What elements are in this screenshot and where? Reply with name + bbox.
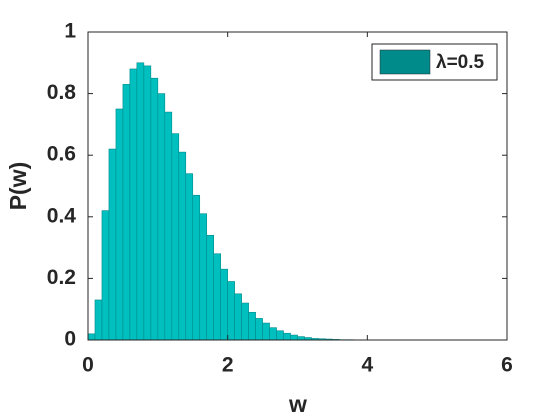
y-tick-label: 0.6 — [47, 143, 76, 166]
bar — [94, 299, 103, 341]
y-axis-label: P(w) — [5, 162, 31, 211]
bar — [269, 327, 277, 341]
x-tick-label: 4 — [361, 354, 373, 377]
bar — [192, 194, 201, 341]
bar — [122, 84, 131, 341]
bar — [227, 281, 235, 341]
y-tick-label: 0.2 — [47, 266, 76, 289]
bar — [290, 334, 298, 341]
x-tick-label: 2 — [222, 354, 234, 377]
legend-swatch — [379, 49, 431, 75]
y-tick-label: 1 — [64, 20, 76, 43]
bar — [185, 173, 194, 341]
bar — [157, 93, 166, 341]
bar — [87, 333, 96, 341]
bar — [164, 111, 173, 341]
bar — [276, 330, 284, 341]
bar — [136, 62, 145, 341]
y-tick-label: 0 — [64, 328, 76, 351]
axes-box — [87, 31, 508, 341]
bar — [297, 336, 305, 341]
bar — [129, 68, 138, 341]
y-tick-label: 0.8 — [47, 81, 77, 104]
y-tick-label: 0.4 — [47, 204, 77, 227]
x-tick-label: 6 — [501, 354, 513, 377]
bar — [241, 302, 249, 341]
bar — [115, 108, 124, 341]
bar — [234, 293, 242, 341]
bar — [248, 311, 256, 341]
x-axis-label: w — [288, 391, 307, 417]
bar — [143, 65, 152, 341]
legend-label: λ=0.5 — [436, 52, 485, 73]
bar — [283, 332, 291, 341]
bar — [108, 148, 117, 341]
bar — [171, 133, 180, 341]
bar — [206, 234, 214, 341]
bar — [199, 213, 208, 341]
bar — [213, 253, 221, 341]
bar — [101, 210, 110, 341]
x-tick-label: 0 — [82, 354, 94, 377]
bar — [178, 151, 187, 341]
bar — [150, 77, 159, 341]
bar — [262, 322, 270, 341]
bar — [255, 318, 263, 341]
bar — [220, 268, 228, 341]
